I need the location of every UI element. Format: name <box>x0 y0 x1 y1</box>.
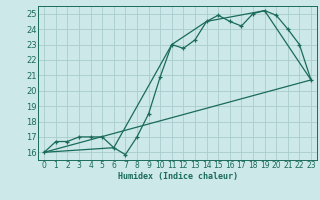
X-axis label: Humidex (Indice chaleur): Humidex (Indice chaleur) <box>118 172 238 181</box>
